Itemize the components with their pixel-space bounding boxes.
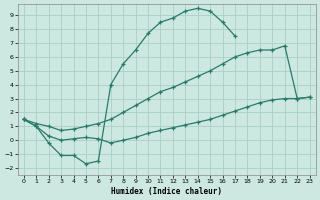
X-axis label: Humidex (Indice chaleur): Humidex (Indice chaleur) <box>111 187 222 196</box>
